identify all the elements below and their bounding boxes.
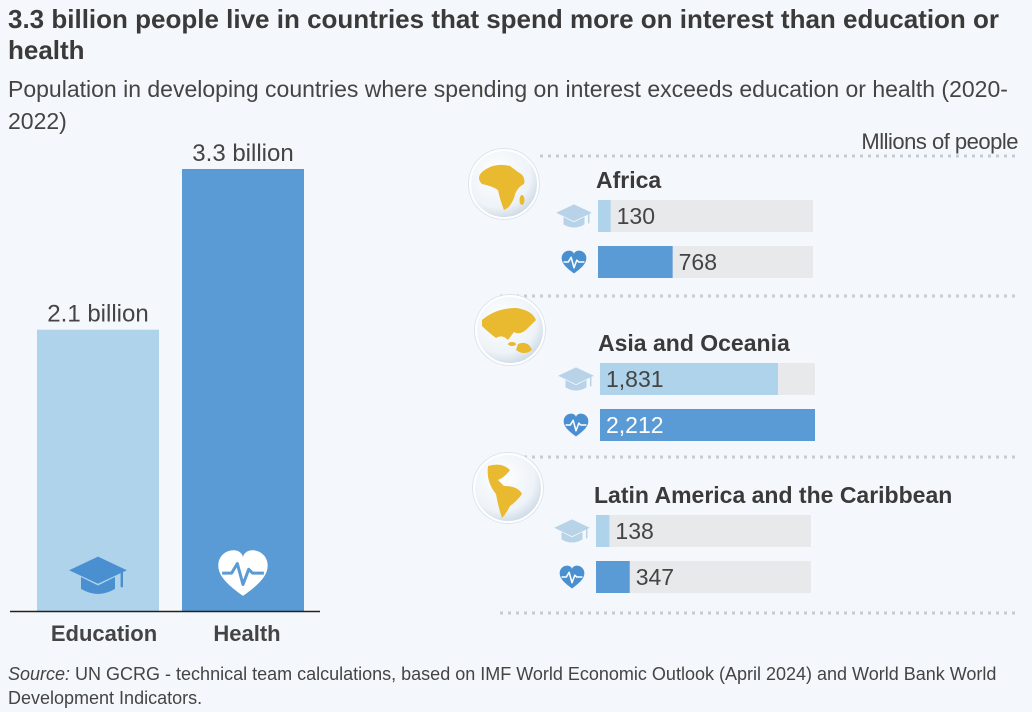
globe-asia-icon (474, 294, 546, 366)
units-label: Mllions of people (861, 129, 1018, 154)
region-label: Africa (596, 167, 661, 193)
graduation-cap-icon (558, 367, 594, 391)
bar-education (596, 515, 610, 547)
source-text: UN GCRG - technical team calculations, b… (8, 664, 997, 708)
bar-value-label: 1,831 (606, 366, 664, 392)
globe-africa-icon (468, 148, 540, 220)
region-label: Latin America and the Caribbean (594, 482, 952, 508)
column-value-label: 2.1 billion (47, 301, 148, 328)
heart-pulse-icon (218, 550, 268, 596)
globe-americas-icon (472, 452, 544, 524)
graduation-cap-icon (556, 204, 592, 228)
bar-health (598, 246, 673, 278)
chart-title: 3.3 billion people live in countries tha… (8, 4, 1000, 65)
heart-pulse-icon (561, 250, 587, 274)
graduation-cap-icon (69, 556, 127, 594)
bar-health (596, 561, 630, 593)
chart-subtitle: Population in developing countries where… (8, 76, 1008, 134)
bar-value-label: 768 (679, 249, 717, 275)
bar-track (596, 561, 811, 593)
bar-value-label: 347 (636, 564, 674, 590)
source-note: Source: UN GCRG - technical team calcula… (8, 662, 1018, 710)
column-category-label: Health (213, 621, 280, 646)
bar-track (598, 200, 813, 232)
region-label: Asia and Oceania (598, 330, 790, 356)
column-value-label: 3.3 billion (192, 140, 293, 167)
bar-education (600, 363, 778, 395)
bar-health (600, 409, 815, 441)
bar-track (596, 515, 811, 547)
heart-pulse-icon (563, 413, 589, 437)
bar-value-label: 130 (617, 203, 655, 229)
bar-education (598, 200, 611, 232)
column-bar-health (182, 169, 304, 611)
bar-value-label: 2,212 (606, 412, 664, 438)
column-category-label: Education (51, 621, 157, 646)
source-prefix: Source: (8, 664, 71, 684)
graduation-cap-icon (554, 519, 590, 543)
bar-value-label: 138 (615, 518, 653, 544)
heart-pulse-icon (559, 565, 585, 589)
